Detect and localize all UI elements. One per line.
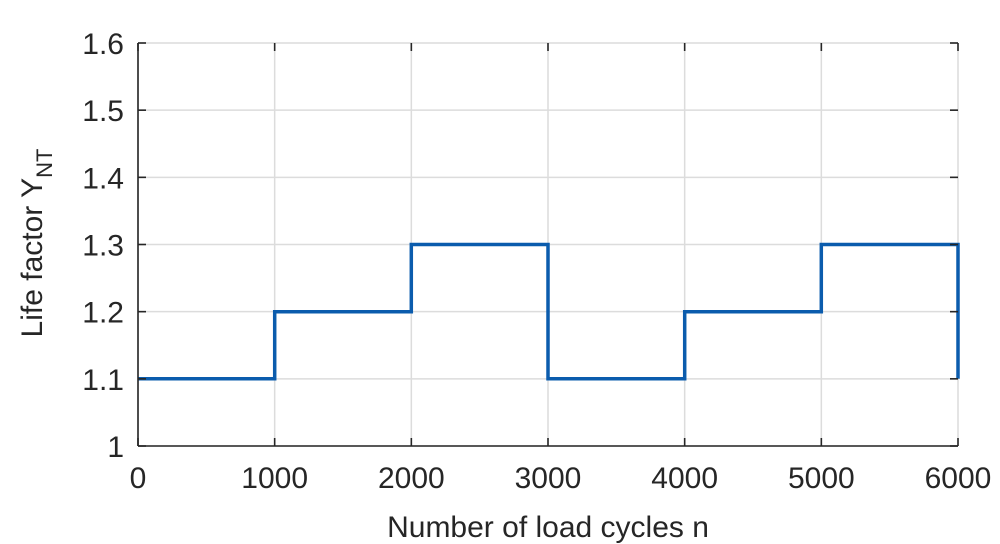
x-tick-label: 1000 <box>241 462 308 495</box>
y-axis-label-main: Life factor Y <box>16 178 49 338</box>
y-tick-label: 1 <box>107 431 124 464</box>
series-layer <box>138 242 960 381</box>
x-tick-label: 6000 <box>925 462 992 495</box>
y-tick-label: 1.5 <box>82 95 124 128</box>
y-axis-label: Life factor YNT <box>16 149 57 338</box>
x-tick-label: 0 <box>130 462 147 495</box>
axes-layer <box>137 42 959 447</box>
y-axis-label-subscript: NT <box>32 149 57 178</box>
x-tick-label: 3000 <box>515 462 582 495</box>
tick-labels-layer: 0 1000 2000 3000 4000 5000 6000 1 1.1 1.2 1.3 1.4 1.… <box>82 28 991 495</box>
x-tick-label: 2000 <box>378 462 445 495</box>
y-tick-label: 1.3 <box>82 230 124 263</box>
y-tick-label: 1.2 <box>82 297 124 330</box>
x-tick-label: 5000 <box>788 462 855 495</box>
series-line <box>138 242 960 381</box>
y-tick-label: 1.6 <box>82 28 124 61</box>
y-tick-label: 1.1 <box>82 364 124 397</box>
x-axis-label: Number of load cycles n <box>387 511 709 544</box>
x-tick-label: 4000 <box>651 462 718 495</box>
y-tick-label: 1.4 <box>82 162 124 195</box>
